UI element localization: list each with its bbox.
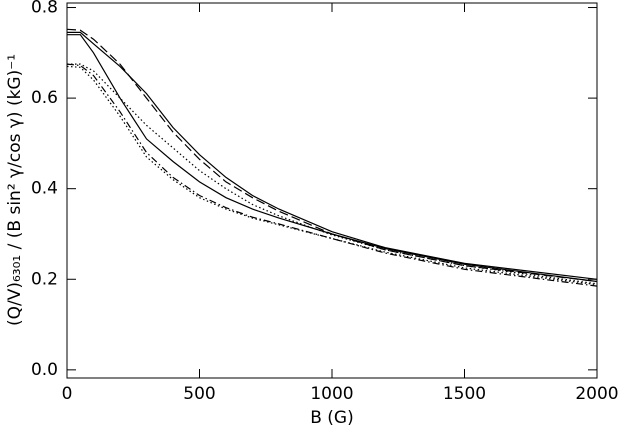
y-tick-label: 0.2 bbox=[31, 269, 58, 289]
plot-frame bbox=[66, 2, 598, 379]
y-axis-label: (Q/V)₆₃₀₁ / (B sin² γ/cos γ) (kG)⁻¹ bbox=[5, 54, 25, 326]
x-axis-label: B (G) bbox=[310, 408, 354, 428]
x-tick-label: 1500 bbox=[443, 384, 486, 404]
data-line bbox=[67, 63, 598, 285]
data-line bbox=[67, 31, 598, 280]
data-line bbox=[66, 28, 598, 283]
x-tick-label: 500 bbox=[183, 384, 215, 404]
x-tick-label: 0 bbox=[62, 384, 73, 404]
y-tick-label: 0.8 bbox=[31, 0, 58, 18]
x-tick-label: 2000 bbox=[575, 384, 618, 404]
y-tick-label: 0.6 bbox=[31, 88, 58, 108]
data-line bbox=[66, 63, 598, 287]
data-line bbox=[67, 34, 598, 283]
x-tick-label: 1000 bbox=[310, 384, 353, 404]
y-tick-label: 0.4 bbox=[31, 179, 58, 199]
data-line bbox=[66, 65, 598, 286]
y-tick-label: 0.0 bbox=[31, 360, 58, 380]
